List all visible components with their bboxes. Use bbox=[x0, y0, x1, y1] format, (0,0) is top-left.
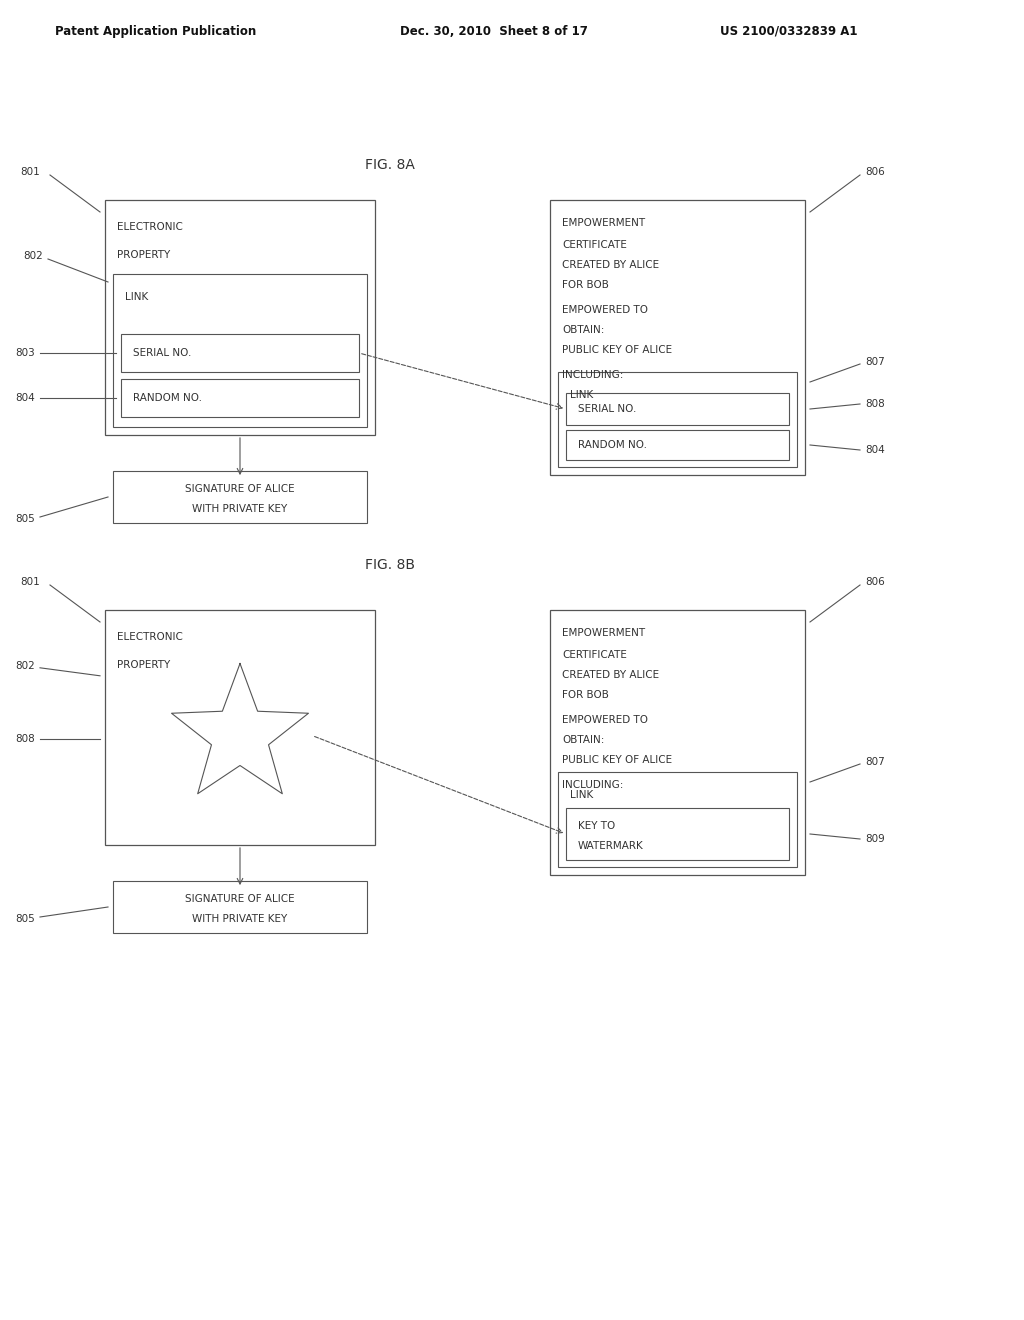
FancyBboxPatch shape bbox=[566, 430, 790, 459]
Text: 803: 803 bbox=[15, 348, 35, 358]
Text: PUBLIC KEY OF ALICE: PUBLIC KEY OF ALICE bbox=[562, 345, 672, 355]
Text: 809: 809 bbox=[865, 834, 885, 843]
Text: PROPERTY: PROPERTY bbox=[117, 249, 170, 260]
Text: INCLUDING:: INCLUDING: bbox=[562, 780, 624, 789]
Text: LINK: LINK bbox=[125, 292, 148, 302]
FancyBboxPatch shape bbox=[566, 808, 790, 861]
Text: FIG. 8A: FIG. 8A bbox=[366, 158, 415, 172]
Text: CERTIFICATE: CERTIFICATE bbox=[562, 649, 627, 660]
Text: EMPOWERMENT: EMPOWERMENT bbox=[562, 218, 645, 228]
FancyBboxPatch shape bbox=[566, 393, 790, 425]
Text: INCLUDING:: INCLUDING: bbox=[562, 370, 624, 380]
Text: FIG. 8B: FIG. 8B bbox=[365, 558, 415, 572]
Text: 805: 805 bbox=[15, 913, 35, 924]
Text: ELECTRONIC: ELECTRONIC bbox=[117, 222, 183, 232]
Text: WITH PRIVATE KEY: WITH PRIVATE KEY bbox=[193, 913, 288, 924]
Text: US 2100/0332839 A1: US 2100/0332839 A1 bbox=[720, 25, 857, 38]
Text: EMPOWERED TO: EMPOWERED TO bbox=[562, 715, 648, 725]
Text: 807: 807 bbox=[865, 756, 885, 767]
FancyBboxPatch shape bbox=[113, 880, 367, 933]
Text: RANDOM NO.: RANDOM NO. bbox=[578, 440, 647, 450]
Text: PROPERTY: PROPERTY bbox=[117, 660, 170, 671]
Text: 808: 808 bbox=[15, 734, 35, 744]
Text: OBTAIN:: OBTAIN: bbox=[562, 325, 604, 335]
Text: SIGNATURE OF ALICE: SIGNATURE OF ALICE bbox=[185, 894, 295, 904]
Text: Patent Application Publication: Patent Application Publication bbox=[55, 25, 256, 38]
Text: 805: 805 bbox=[15, 513, 35, 524]
Text: 802: 802 bbox=[24, 251, 43, 261]
Text: RANDOM NO.: RANDOM NO. bbox=[133, 393, 202, 403]
Text: SERIAL NO.: SERIAL NO. bbox=[133, 348, 191, 358]
FancyBboxPatch shape bbox=[105, 610, 375, 845]
Text: PUBLIC KEY OF ALICE: PUBLIC KEY OF ALICE bbox=[562, 755, 672, 766]
Text: FOR BOB: FOR BOB bbox=[562, 690, 609, 700]
Text: EMPOWERED TO: EMPOWERED TO bbox=[562, 305, 648, 315]
Text: Dec. 30, 2010  Sheet 8 of 17: Dec. 30, 2010 Sheet 8 of 17 bbox=[400, 25, 588, 38]
Text: CREATED BY ALICE: CREATED BY ALICE bbox=[562, 260, 659, 271]
Text: 807: 807 bbox=[865, 356, 885, 367]
Text: FOR BOB: FOR BOB bbox=[562, 280, 609, 290]
Text: 806: 806 bbox=[865, 168, 885, 177]
Text: 802: 802 bbox=[15, 661, 35, 671]
Text: CERTIFICATE: CERTIFICATE bbox=[562, 240, 627, 249]
FancyBboxPatch shape bbox=[558, 772, 797, 867]
Text: 808: 808 bbox=[865, 399, 885, 409]
Text: LINK: LINK bbox=[570, 389, 593, 400]
Text: 806: 806 bbox=[865, 577, 885, 587]
FancyBboxPatch shape bbox=[550, 610, 805, 875]
Text: WITH PRIVATE KEY: WITH PRIVATE KEY bbox=[193, 504, 288, 513]
FancyBboxPatch shape bbox=[113, 275, 367, 426]
FancyBboxPatch shape bbox=[121, 379, 359, 417]
FancyBboxPatch shape bbox=[113, 471, 367, 523]
Text: CREATED BY ALICE: CREATED BY ALICE bbox=[562, 671, 659, 680]
Text: KEY TO: KEY TO bbox=[578, 821, 615, 832]
FancyBboxPatch shape bbox=[121, 334, 359, 372]
Text: WATERMARK: WATERMARK bbox=[578, 841, 644, 851]
Text: SIGNATURE OF ALICE: SIGNATURE OF ALICE bbox=[185, 484, 295, 494]
FancyBboxPatch shape bbox=[550, 201, 805, 475]
Text: LINK: LINK bbox=[570, 789, 593, 800]
Text: ELECTRONIC: ELECTRONIC bbox=[117, 632, 183, 642]
Text: 801: 801 bbox=[20, 577, 40, 587]
Text: SERIAL NO.: SERIAL NO. bbox=[578, 404, 636, 414]
Text: EMPOWERMENT: EMPOWERMENT bbox=[562, 628, 645, 638]
Text: OBTAIN:: OBTAIN: bbox=[562, 735, 604, 744]
Text: 801: 801 bbox=[20, 168, 40, 177]
FancyBboxPatch shape bbox=[558, 372, 797, 467]
Text: 804: 804 bbox=[865, 445, 885, 455]
Text: 804: 804 bbox=[15, 393, 35, 403]
FancyBboxPatch shape bbox=[105, 201, 375, 436]
